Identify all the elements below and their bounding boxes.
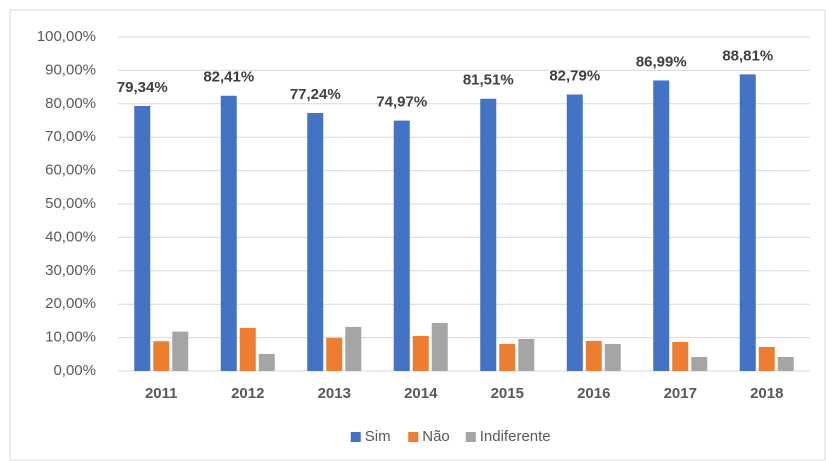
bar <box>499 343 516 371</box>
y-tick-label: 0,00% <box>53 362 96 379</box>
data-label: 77,24% <box>290 86 341 103</box>
bar <box>307 113 324 371</box>
bar <box>518 338 535 371</box>
bar <box>739 74 756 371</box>
legend-label: Indiferente <box>480 428 551 445</box>
bar <box>566 94 583 372</box>
bar <box>412 335 429 371</box>
bar <box>777 356 794 371</box>
bar <box>134 106 151 372</box>
bar <box>153 341 170 371</box>
y-tick-label: 40,00% <box>45 228 96 245</box>
legend-label: Não <box>422 428 450 445</box>
legend-swatch <box>350 432 361 442</box>
legend-swatch <box>408 432 419 442</box>
bar <box>345 326 362 371</box>
y-tick-label: 30,00% <box>45 262 96 279</box>
data-label: 86,99% <box>636 53 687 70</box>
y-tick-label: 50,00% <box>45 195 96 212</box>
x-tick-label: 2015 <box>491 385 524 402</box>
x-tick-label: 2016 <box>577 385 610 402</box>
bar <box>220 95 237 371</box>
x-tick-label: 2011 <box>145 385 178 402</box>
y-tick-label: 20,00% <box>45 295 96 312</box>
legend-swatch <box>465 432 476 442</box>
bar <box>431 322 448 371</box>
bar <box>239 327 256 371</box>
y-tick-label: 10,00% <box>45 329 96 346</box>
y-tick-label: 60,00% <box>45 162 96 179</box>
bar <box>258 353 275 371</box>
data-label: 82,79% <box>549 67 600 84</box>
x-tick-label: 2017 <box>664 385 697 402</box>
legend-label: Sim <box>365 428 391 445</box>
bar <box>393 120 410 372</box>
data-label: 79,34% <box>117 79 168 96</box>
y-tick-label: 80,00% <box>45 95 96 112</box>
bar <box>758 346 775 371</box>
y-tick-label: 70,00% <box>45 128 96 145</box>
bar <box>691 356 708 371</box>
x-tick-label: 2013 <box>318 385 351 402</box>
bar <box>326 337 343 371</box>
bar <box>172 331 189 371</box>
bar <box>672 341 689 371</box>
data-label: 81,51% <box>463 72 514 89</box>
bar <box>604 343 621 371</box>
data-label: 88,81% <box>722 47 773 64</box>
bar <box>480 98 497 372</box>
data-label: 74,97% <box>376 94 427 111</box>
y-tick-label: 90,00% <box>45 61 96 78</box>
bar <box>653 80 670 371</box>
data-label: 82,41% <box>203 69 254 86</box>
x-tick-label: 2014 <box>404 385 438 402</box>
x-tick-label: 2018 <box>750 385 783 402</box>
bar <box>585 340 602 371</box>
x-tick-label: 2012 <box>231 385 264 402</box>
y-tick-label: 100,00% <box>37 28 96 45</box>
